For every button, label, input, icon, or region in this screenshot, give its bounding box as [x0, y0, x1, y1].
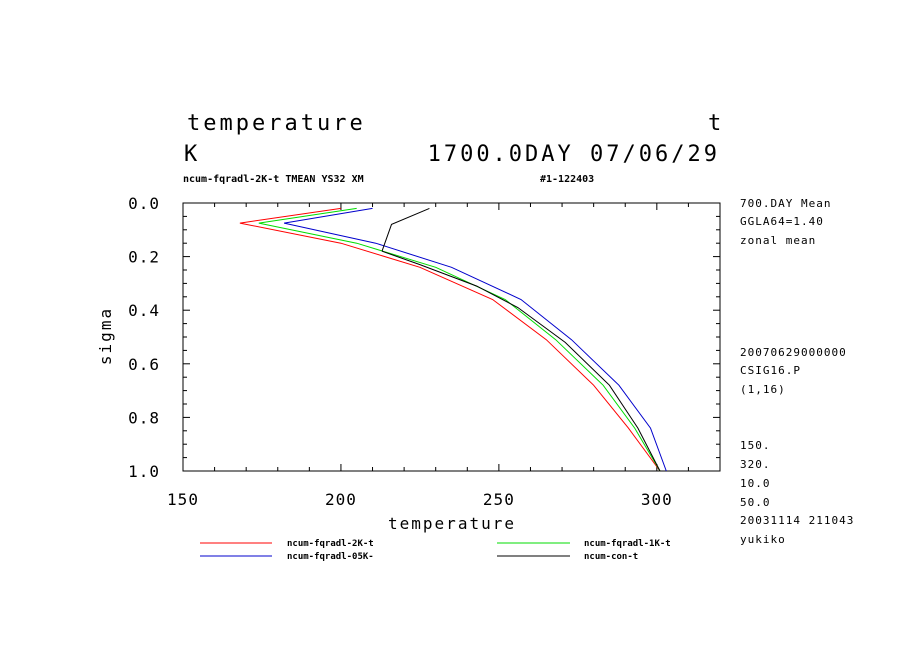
side-info-line: 320.	[740, 458, 771, 471]
series-line	[239, 207, 661, 472]
x-tick-label: 250	[483, 490, 515, 509]
side-info-mid: 20070629000000 CSIG16.P (1,16)	[740, 346, 847, 396]
side-info-line: (1,16)	[740, 383, 786, 396]
x-tick-label: 200	[325, 490, 357, 509]
side-info-line: 700.DAY Mean	[740, 197, 831, 210]
series-line	[283, 207, 667, 472]
chart-unit: K	[184, 142, 200, 167]
y-tick-label: 0.8	[128, 408, 160, 427]
side-info-line: zonal mean	[740, 234, 816, 247]
series-line	[381, 250, 661, 472]
side-info-line: 50.0	[740, 496, 771, 509]
y-tick-label: 0.2	[128, 248, 160, 267]
side-info-line: 10.0	[740, 477, 771, 490]
y-tick-label: 0.0	[128, 194, 160, 213]
series-line	[258, 207, 661, 472]
annotation-line	[381, 207, 430, 252]
side-info-line: 20031114 211043	[740, 514, 854, 527]
chart-run-id: #1-122403	[540, 174, 594, 185]
legend: ncum-fqradl-2K-t ncum-fqradl-05K- ncum-f…	[200, 539, 671, 562]
side-info-line: 20070629000000	[740, 346, 847, 359]
side-info-top: 700.DAY Mean GGLA64=1.40 zonal mean	[740, 197, 831, 247]
legend-label-05k: ncum-fqradl-05K-	[287, 552, 374, 562]
plot-series	[239, 207, 667, 472]
plot-axes: 150 200 250 300 0.0 0.2 0.4 0.6 0.8 1.0	[128, 194, 721, 509]
side-info-line: CSIG16.P	[740, 364, 801, 377]
legend-label-con: ncum-con-t	[584, 552, 638, 562]
legend-label-2k: ncum-fqradl-2K-t	[287, 539, 374, 549]
x-tick-label: 150	[167, 490, 199, 509]
x-tick-label: 300	[641, 490, 673, 509]
chart-run-info: ncum-fqradl-2K-t TMEAN YS32 XM	[183, 174, 364, 185]
y-axis-label: sigma	[96, 307, 115, 365]
legend-label-1k: ncum-fqradl-1K-t	[584, 539, 671, 549]
chart-title: temperature	[187, 111, 366, 136]
side-info-line: 150.	[740, 439, 771, 452]
chart-variable: t	[708, 111, 724, 136]
chart-time-label: 1700.0DAY 07/06/29	[428, 142, 720, 167]
x-axis-label: temperature	[388, 514, 516, 533]
y-tick-label: 1.0	[128, 462, 160, 481]
y-tick-label: 0.6	[128, 355, 160, 374]
side-info-line: GGLA64=1.40	[740, 215, 824, 228]
side-info-line: yukiko	[740, 533, 786, 546]
side-info-bottom: 150. 320. 10.0 50.0 20031114 211043 yuki…	[740, 439, 854, 546]
y-tick-label: 0.4	[128, 301, 160, 320]
